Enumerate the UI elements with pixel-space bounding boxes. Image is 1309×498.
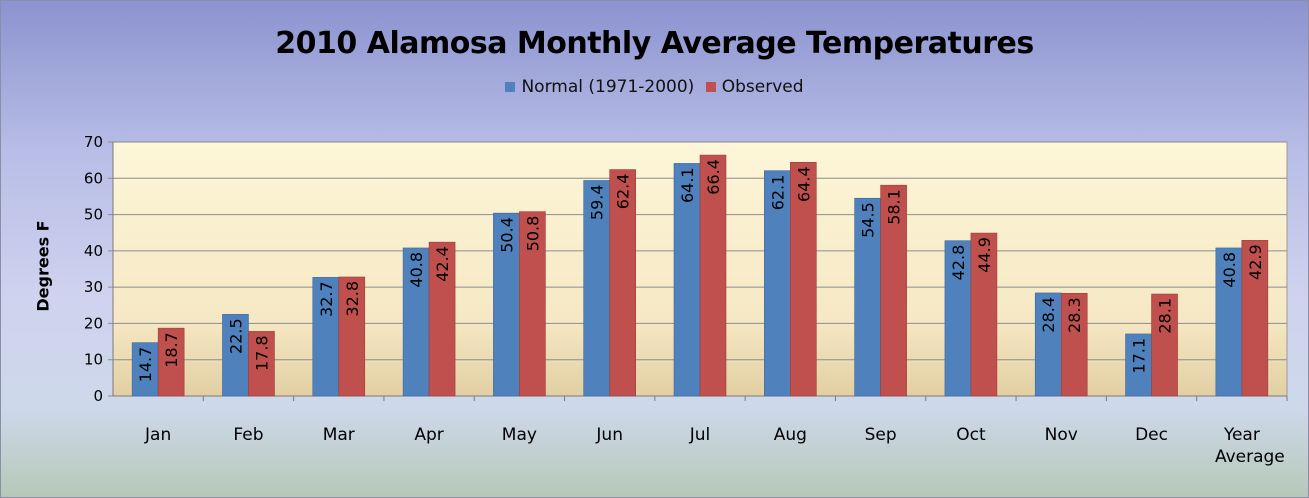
bar-normal <box>1215 247 1243 397</box>
data-label: 17.1 <box>1130 338 1149 374</box>
x-tick-label: Year Average <box>1215 425 1285 467</box>
bar-observed <box>1151 293 1178 397</box>
legend-label-normal: Normal (1971-2000) <box>521 77 695 97</box>
bar-observed <box>519 211 546 397</box>
y-tick-label: 70 <box>84 133 103 151</box>
data-label: 32.8 <box>343 281 362 317</box>
bar-normal <box>944 240 972 397</box>
legend: Normal (1971-2000) Observed <box>1 77 1308 97</box>
x-tick-label: Jun <box>595 425 623 445</box>
data-label: 28.3 <box>1065 297 1084 333</box>
x-tick-label: Feb <box>233 425 263 445</box>
bar-normal <box>493 212 520 397</box>
data-label: 66.4 <box>704 159 723 195</box>
data-label: 58.1 <box>885 189 904 225</box>
x-tick-label: Nov <box>1045 425 1078 445</box>
data-label: 62.1 <box>768 175 787 211</box>
data-label: 50.8 <box>523 216 542 252</box>
y-tick-label: 20 <box>84 314 103 332</box>
bar-observed <box>428 241 456 397</box>
legend-label-observed: Observed <box>721 77 804 97</box>
bar-observed <box>157 327 185 397</box>
data-label: 32.7 <box>317 281 336 317</box>
legend-swatch-normal <box>505 82 516 92</box>
bar-observed <box>338 276 366 397</box>
bar-observed <box>699 154 727 397</box>
legend-swatch-observed <box>705 82 716 92</box>
data-label: 44.9 <box>975 237 994 273</box>
data-label: 64.4 <box>794 166 813 202</box>
data-label: 42.8 <box>949 245 968 281</box>
chart-title: 2010 Alamosa Monthly Average Temperature… <box>275 26 1034 61</box>
bar-observed <box>609 169 636 397</box>
bar-observed <box>790 162 817 397</box>
y-tick-label: 40 <box>84 242 103 260</box>
y-tick-label: 60 <box>84 169 103 187</box>
x-tick-label: Dec <box>1135 425 1168 445</box>
bar-normal <box>131 342 159 397</box>
legend-item-normal: Normal (1971-2000) <box>505 77 694 97</box>
data-label: 40.8 <box>1220 252 1239 288</box>
data-label: 64.1 <box>678 167 697 203</box>
bar-observed <box>1060 293 1088 397</box>
data-label: 40.8 <box>407 252 426 288</box>
x-tick-label: Sep <box>865 425 897 445</box>
bar-normal <box>673 163 701 397</box>
data-label: 54.5 <box>859 202 878 238</box>
bar-observed <box>880 184 907 397</box>
data-label: 14.7 <box>136 347 155 383</box>
x-tick-label: Jan <box>144 425 171 445</box>
x-tick-label: May <box>502 425 537 445</box>
bar-observed <box>970 232 998 397</box>
data-label: 22.5 <box>226 318 245 354</box>
bar-observed <box>248 331 275 397</box>
data-label: 28.4 <box>1039 297 1058 333</box>
data-label: 42.4 <box>433 246 452 282</box>
data-label: 17.8 <box>252 335 271 371</box>
data-label: 18.7 <box>162 332 181 368</box>
bar-normal <box>583 180 610 397</box>
x-tick-label: Apr <box>414 425 443 445</box>
x-tick-label: Aug <box>774 425 807 445</box>
y-tick-label: 0 <box>93 387 103 405</box>
y-tick-label: 30 <box>84 278 103 296</box>
data-label: 59.4 <box>588 184 607 220</box>
data-label: 50.4 <box>497 217 516 253</box>
legend-item-observed: Observed <box>705 77 804 97</box>
y-tick-label: 50 <box>84 206 103 224</box>
x-tick-label: Oct <box>956 425 986 445</box>
data-label: 42.9 <box>1246 244 1265 280</box>
bar-normal <box>222 314 249 397</box>
x-tick-label: Jul <box>689 425 711 445</box>
data-label: 62.4 <box>614 174 633 210</box>
y-tick-label: 10 <box>84 351 103 369</box>
data-label: 28.1 <box>1156 298 1175 334</box>
bar-normal <box>312 277 340 397</box>
bar-normal <box>1125 333 1152 397</box>
bar-normal <box>402 247 430 397</box>
bar-observed <box>1241 240 1269 397</box>
x-tick-label: Mar <box>323 425 355 445</box>
